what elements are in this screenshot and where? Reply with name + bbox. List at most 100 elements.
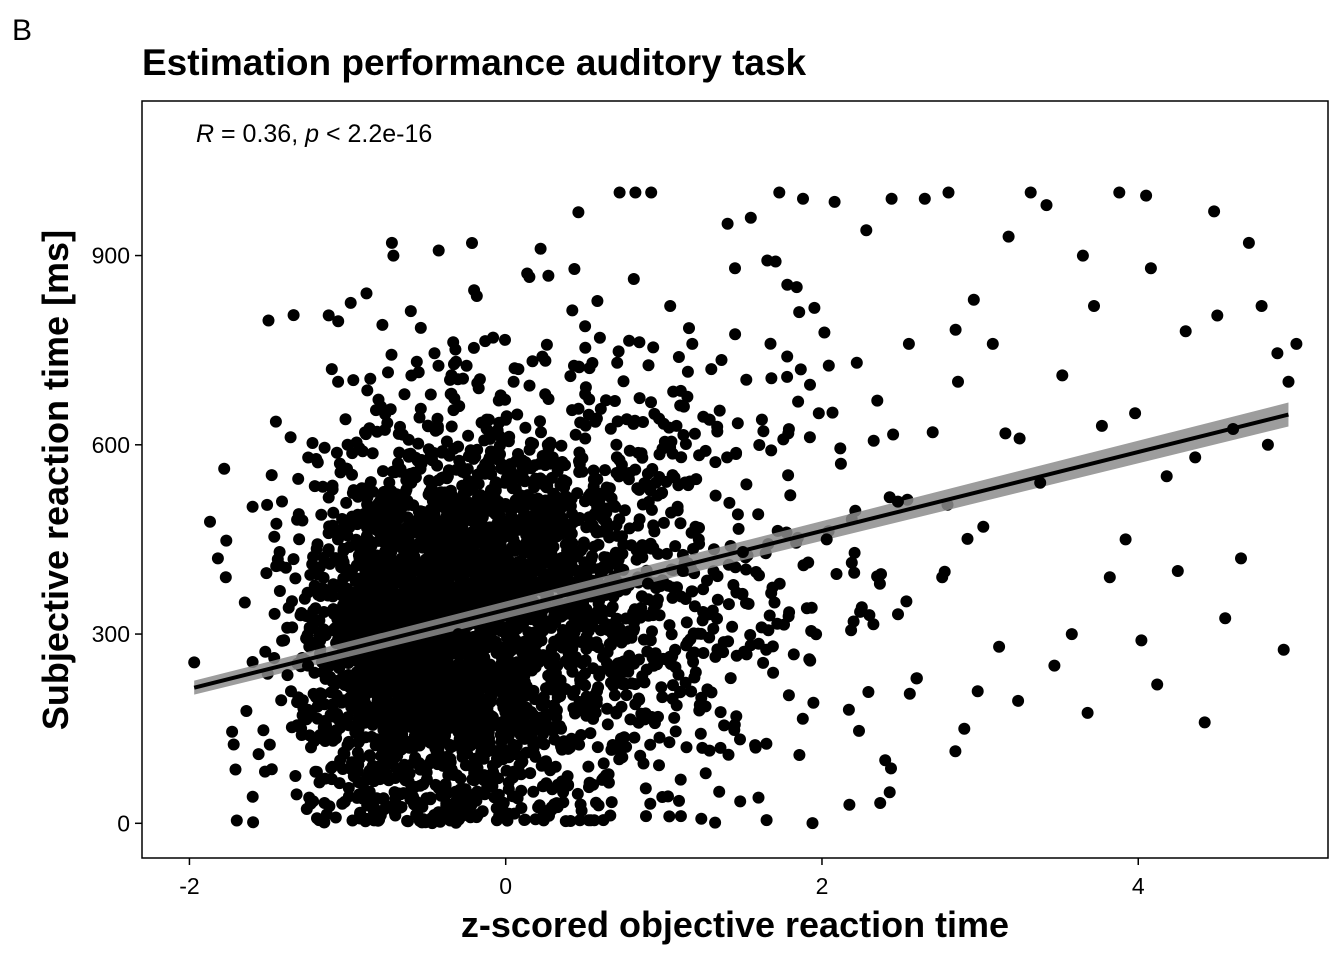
data-point	[1013, 432, 1026, 445]
data-point	[566, 507, 579, 520]
data-point	[445, 420, 458, 433]
data-point	[407, 756, 420, 769]
data-point	[688, 671, 701, 684]
data-point	[641, 467, 654, 480]
data-point	[567, 562, 579, 575]
data-point	[291, 696, 304, 709]
data-point	[575, 729, 587, 741]
data-point	[269, 415, 282, 428]
data-point	[568, 685, 581, 697]
data-point	[440, 583, 453, 596]
data-point	[588, 639, 601, 652]
data-point	[515, 784, 528, 797]
data-point	[604, 557, 617, 570]
data-point	[310, 453, 323, 465]
data-point	[613, 186, 626, 199]
data-point	[550, 704, 563, 717]
data-point	[456, 465, 469, 478]
data-point	[663, 736, 676, 749]
data-point	[601, 702, 614, 715]
data-point	[509, 724, 522, 737]
data-point	[353, 442, 366, 455]
data-point	[519, 813, 531, 826]
data-point	[385, 348, 398, 361]
data-point	[755, 621, 768, 634]
data-point	[296, 514, 309, 527]
data-point	[752, 508, 765, 521]
data-point	[428, 347, 441, 360]
data-point	[295, 729, 308, 741]
data-point	[674, 810, 687, 823]
data-point	[790, 281, 803, 294]
data-point	[1135, 634, 1148, 647]
data-point	[665, 628, 678, 641]
data-point	[592, 597, 605, 610]
data-point	[327, 607, 340, 620]
data-point	[430, 744, 443, 757]
data-point	[668, 711, 681, 724]
data-point	[364, 372, 377, 385]
data-point	[294, 609, 307, 622]
data-point	[339, 413, 352, 426]
data-point	[495, 514, 508, 527]
data-point	[686, 337, 699, 350]
data-point	[416, 541, 429, 554]
data-point	[669, 725, 682, 738]
data-point	[613, 513, 626, 526]
data-point	[472, 688, 485, 701]
data-point	[677, 400, 690, 413]
data-point	[1189, 451, 1202, 464]
data-point	[582, 814, 595, 827]
data-point	[268, 607, 281, 620]
data-point	[322, 545, 335, 558]
data-point	[606, 600, 619, 613]
data-point	[660, 547, 673, 560]
data-point	[491, 573, 504, 586]
data-point	[592, 799, 605, 812]
p-text: < 2.2e-16	[319, 120, 432, 148]
data-point	[382, 366, 394, 379]
data-point	[952, 375, 964, 388]
data-point	[346, 756, 358, 769]
data-point	[404, 741, 417, 754]
data-point	[392, 680, 405, 693]
r-text: = 0.36,	[214, 120, 305, 148]
data-point	[436, 445, 449, 458]
data-point	[666, 692, 679, 705]
data-point	[1179, 325, 1192, 338]
data-point	[629, 463, 642, 476]
data-point	[891, 495, 904, 508]
data-point	[665, 506, 678, 519]
data-point	[460, 543, 473, 556]
data-point	[341, 438, 354, 451]
data-point	[812, 407, 825, 420]
data-point	[336, 797, 349, 810]
data-point	[645, 186, 658, 199]
data-point	[467, 719, 480, 731]
data-point	[585, 619, 598, 632]
data-point	[349, 575, 362, 588]
data-point	[259, 645, 272, 658]
data-point	[562, 779, 575, 792]
y-tick-label: 900	[92, 243, 130, 269]
data-point	[528, 481, 541, 494]
data-point	[544, 457, 557, 470]
data-point	[341, 529, 354, 542]
data-point	[425, 710, 438, 723]
data-point	[408, 798, 420, 811]
data-point	[325, 762, 338, 775]
data-point	[740, 373, 753, 386]
data-point	[523, 271, 536, 283]
data-point	[470, 811, 483, 824]
data-point	[765, 444, 778, 457]
data-point	[1119, 533, 1132, 546]
data-point	[879, 754, 892, 767]
data-point	[600, 394, 612, 407]
data-point	[518, 732, 531, 745]
data-point	[396, 428, 409, 441]
data-point	[413, 411, 426, 424]
data-point	[695, 812, 708, 825]
data-point	[1034, 476, 1047, 489]
data-point	[763, 609, 776, 622]
data-point	[292, 472, 305, 485]
